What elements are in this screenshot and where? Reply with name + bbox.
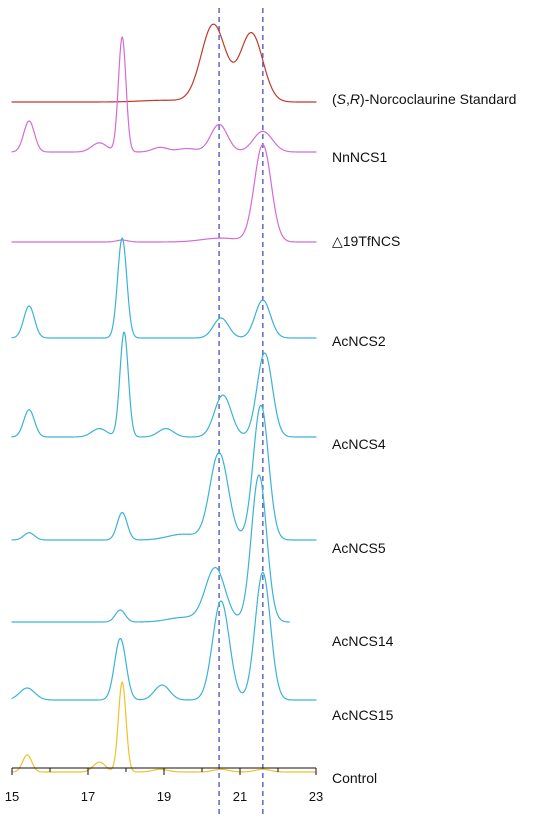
- trace-acncs15: [11, 571, 317, 701]
- trace-labels: (S,R)-Norcoclaurine Standard NnNCS1 △19TfN…: [332, 91, 516, 786]
- x-tick-label-17: 17: [81, 789, 95, 804]
- trace-label-acncs14: AcNCS14: [332, 633, 394, 649]
- trace-label-s-r-norcoclaurine-standard: (S,R)-Norcoclaurine Standard: [332, 91, 516, 107]
- trace-label-acncs2: AcNCS2: [332, 333, 386, 349]
- trace-19tfncs: [11, 144, 317, 243]
- trace-label-acncs4: AcNCS4: [332, 436, 386, 452]
- trace-label-acncs5: AcNCS5: [332, 540, 386, 556]
- trace-label-control: Control: [332, 770, 377, 786]
- trace-s-r-norcoclaurine-standard: [11, 23, 317, 103]
- trace-acncs2: [11, 237, 317, 339]
- trace-label-acncs15: AcNCS15: [332, 707, 394, 723]
- trace-acncs5: [11, 404, 317, 541]
- x-tick-label-21: 21: [233, 789, 247, 804]
- trace-acncs4: [11, 331, 317, 438]
- trace-label-19tfncs: △19TfNCS: [332, 233, 400, 249]
- x-tick-label-23: 23: [309, 789, 323, 804]
- trace-label-nnncs1: NnNCS1: [332, 149, 387, 165]
- trace-control: [11, 681, 317, 773]
- x-axis: 15 17 19 21 23: [5, 767, 323, 804]
- reference-lines: [218, 8, 264, 818]
- x-tick-label-15: 15: [5, 789, 19, 804]
- trace-acncs14: [11, 474, 290, 623]
- chromatogram-traces: [11, 23, 317, 773]
- x-tick-label-19: 19: [157, 789, 171, 804]
- trace-nnncs1: [11, 36, 317, 153]
